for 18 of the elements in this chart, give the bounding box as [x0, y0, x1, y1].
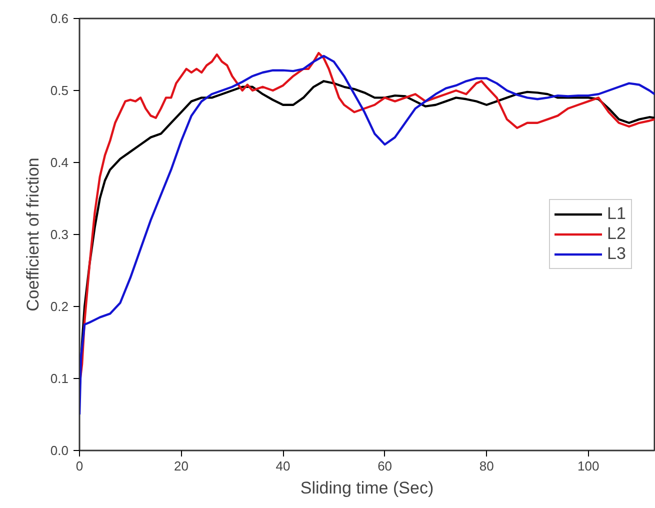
y-tick-label: 0.4: [50, 155, 69, 170]
x-tick-label: 80: [479, 458, 494, 474]
legend-label: L2: [607, 224, 627, 244]
legend-label: L1: [607, 204, 627, 224]
y-tick-label: 0.1: [50, 371, 69, 386]
y-tick-label: 0.3: [50, 227, 69, 242]
y-tick-label: 0.6: [50, 11, 69, 26]
y-tick-label: 0.5: [50, 83, 69, 98]
y-axis-title: Coefficient of friction: [23, 158, 42, 312]
x-tick-label: 60: [378, 458, 392, 474]
x-tick-label: 100: [578, 458, 600, 474]
y-tick-label: 0.2: [50, 299, 69, 314]
x-axis-title: Sliding time (Sec): [300, 478, 434, 498]
legend-label: L3: [607, 244, 627, 264]
y-tick-label: 0.0: [50, 443, 69, 458]
x-tick-label: 20: [174, 458, 189, 474]
x-tick-label: 40: [276, 458, 290, 474]
x-tick-label: 0: [76, 458, 84, 474]
